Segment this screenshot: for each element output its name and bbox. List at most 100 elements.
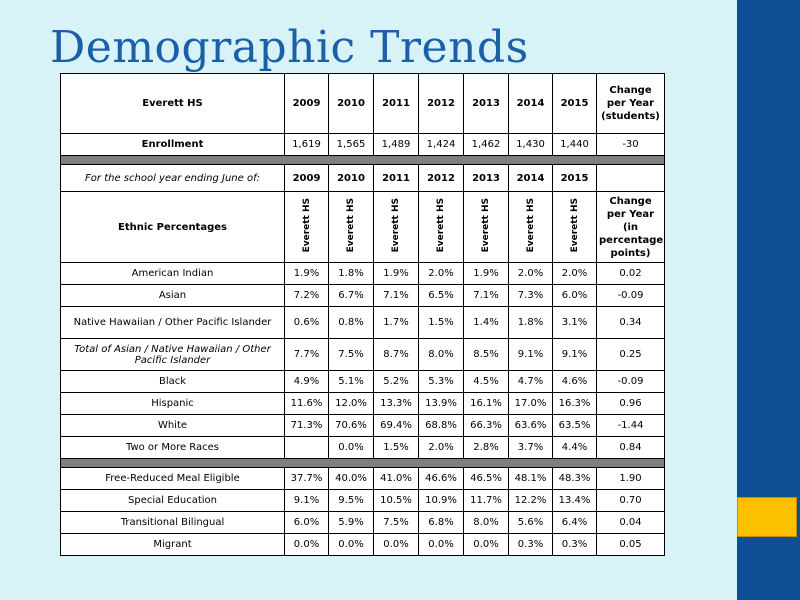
- change-cell: 0.84: [596, 436, 665, 459]
- row-label: Asian: [60, 284, 285, 307]
- separator-bar: [60, 458, 665, 468]
- table-cell: 5.9%: [328, 511, 374, 534]
- year-header: 2011: [373, 164, 419, 192]
- table-cell: 6.5%: [418, 284, 464, 307]
- table-cell: 48.3%: [552, 467, 597, 490]
- change-cell: -0.09: [596, 370, 665, 393]
- table-cell: [284, 436, 329, 459]
- table-row: Migrant 0.0% 0.0% 0.0% 0.0% 0.0% 0.3% 0.…: [60, 533, 665, 556]
- change-header-students: Change per Year (students): [596, 73, 665, 134]
- table-cell: 0.0%: [463, 533, 509, 556]
- school-name: Everett HS: [60, 73, 285, 134]
- year-header: 2012: [418, 164, 464, 192]
- year-header: 2015: [552, 164, 597, 192]
- header-row: Everett HS 2009 2010 2011 2012 2013 2014…: [60, 73, 665, 134]
- change-cell: 0.70: [596, 489, 665, 512]
- separator-row: [60, 458, 665, 468]
- table-row: Transitional Bilingual 6.0% 5.9% 7.5% 6.…: [60, 511, 665, 534]
- year-header: 2015: [552, 73, 597, 134]
- table-cell: 0.0%: [373, 533, 419, 556]
- row-label: American Indian: [60, 262, 285, 285]
- year-header: 2010: [328, 73, 374, 134]
- table-cell: 6.0%: [284, 511, 329, 534]
- ethnic-percentages-label: Ethnic Percentages: [60, 191, 285, 263]
- table-cell: 1.5%: [373, 436, 419, 459]
- table-cell: 0.3%: [552, 533, 597, 556]
- table-cell: 63.5%: [552, 414, 597, 437]
- table-cell: 10.5%: [373, 489, 419, 512]
- year-header: 2010: [328, 164, 374, 192]
- change-cell: -1.44: [596, 414, 665, 437]
- table-cell: 7.1%: [373, 284, 419, 307]
- row-label: Total of Asian / Native Hawaiian / Other…: [60, 338, 285, 371]
- enrollment-value: 1,424: [418, 133, 464, 156]
- table-cell: 7.7%: [284, 338, 329, 371]
- table-cell: 16.1%: [463, 392, 509, 415]
- table-cell: 7.3%: [508, 284, 553, 307]
- row-label: Migrant: [60, 533, 285, 556]
- change-cell: 0.02: [596, 262, 665, 285]
- table-row: Hispanic 11.6% 12.0% 13.3% 13.9% 16.1% 1…: [60, 392, 665, 415]
- table-cell: 0.0%: [418, 533, 464, 556]
- table-cell: 4.4%: [552, 436, 597, 459]
- row-label: Native Hawaiian / Other Pacific Islander: [60, 306, 285, 339]
- table-cell: 13.4%: [552, 489, 597, 512]
- ethnic-header-row: Ethnic Percentages Everett HS Everett HS…: [60, 191, 665, 263]
- table-cell: 0.0%: [328, 533, 374, 556]
- table-cell: 16.3%: [552, 392, 597, 415]
- table-cell: 7.5%: [373, 511, 419, 534]
- year-header: 2009: [284, 73, 329, 134]
- year-header: 2009: [284, 164, 329, 192]
- table-cell: 9.5%: [328, 489, 374, 512]
- row-label: Two or More Races: [60, 436, 285, 459]
- table-cell: 63.6%: [508, 414, 553, 437]
- column-school-label: Everett HS: [373, 191, 419, 263]
- table-row: Free-Reduced Meal Eligible 37.7% 40.0% 4…: [60, 467, 665, 490]
- change-cell: 0.96: [596, 392, 665, 415]
- separator-row: [60, 155, 665, 165]
- column-school-label: Everett HS: [328, 191, 374, 263]
- table-cell: 70.6%: [328, 414, 374, 437]
- table-cell: 1.8%: [328, 262, 374, 285]
- table-cell: 12.0%: [328, 392, 374, 415]
- table-cell: 1.4%: [463, 306, 509, 339]
- row-label: Hispanic: [60, 392, 285, 415]
- row-label: White: [60, 414, 285, 437]
- enrollment-value: 1,462: [463, 133, 509, 156]
- table-cell: 0.0%: [328, 436, 374, 459]
- table-cell: 6.4%: [552, 511, 597, 534]
- table-cell: 7.2%: [284, 284, 329, 307]
- table-cell: 3.7%: [508, 436, 553, 459]
- enrollment-value: 1,430: [508, 133, 553, 156]
- year-header: 2014: [508, 164, 553, 192]
- school-year-label: For the school year ending June of:: [60, 164, 285, 192]
- table-cell: 0.6%: [284, 306, 329, 339]
- table-cell: 1.5%: [418, 306, 464, 339]
- column-school-label: Everett HS: [418, 191, 464, 263]
- table-cell: 11.7%: [463, 489, 509, 512]
- table-cell: 0.0%: [284, 533, 329, 556]
- table-row: Asian 7.2% 6.7% 7.1% 6.5% 7.1% 7.3% 6.0%…: [60, 284, 665, 307]
- table-cell: 1.9%: [284, 262, 329, 285]
- table-cell: 2.0%: [418, 262, 464, 285]
- table-cell: 5.1%: [328, 370, 374, 393]
- enrollment-change: -30: [596, 133, 665, 156]
- table-cell: 5.3%: [418, 370, 464, 393]
- table-cell: 5.6%: [508, 511, 553, 534]
- enrollment-value: 1,489: [373, 133, 419, 156]
- table-cell: 2.0%: [552, 262, 597, 285]
- row-label: Transitional Bilingual: [60, 511, 285, 534]
- table-row: Two or More Races 0.0% 1.5% 2.0% 2.8% 3.…: [60, 436, 665, 459]
- column-school-label: Everett HS: [284, 191, 329, 263]
- table-cell: 12.2%: [508, 489, 553, 512]
- year-header: 2013: [463, 73, 509, 134]
- change-cell: 0.05: [596, 533, 665, 556]
- table-cell: 68.8%: [418, 414, 464, 437]
- table-cell: 6.8%: [418, 511, 464, 534]
- table-cell: 71.3%: [284, 414, 329, 437]
- row-label: Special Education: [60, 489, 285, 512]
- table-cell: 7.5%: [328, 338, 374, 371]
- table-cell: 0.8%: [328, 306, 374, 339]
- enrollment-value: 1,565: [328, 133, 374, 156]
- year-header: 2012: [418, 73, 464, 134]
